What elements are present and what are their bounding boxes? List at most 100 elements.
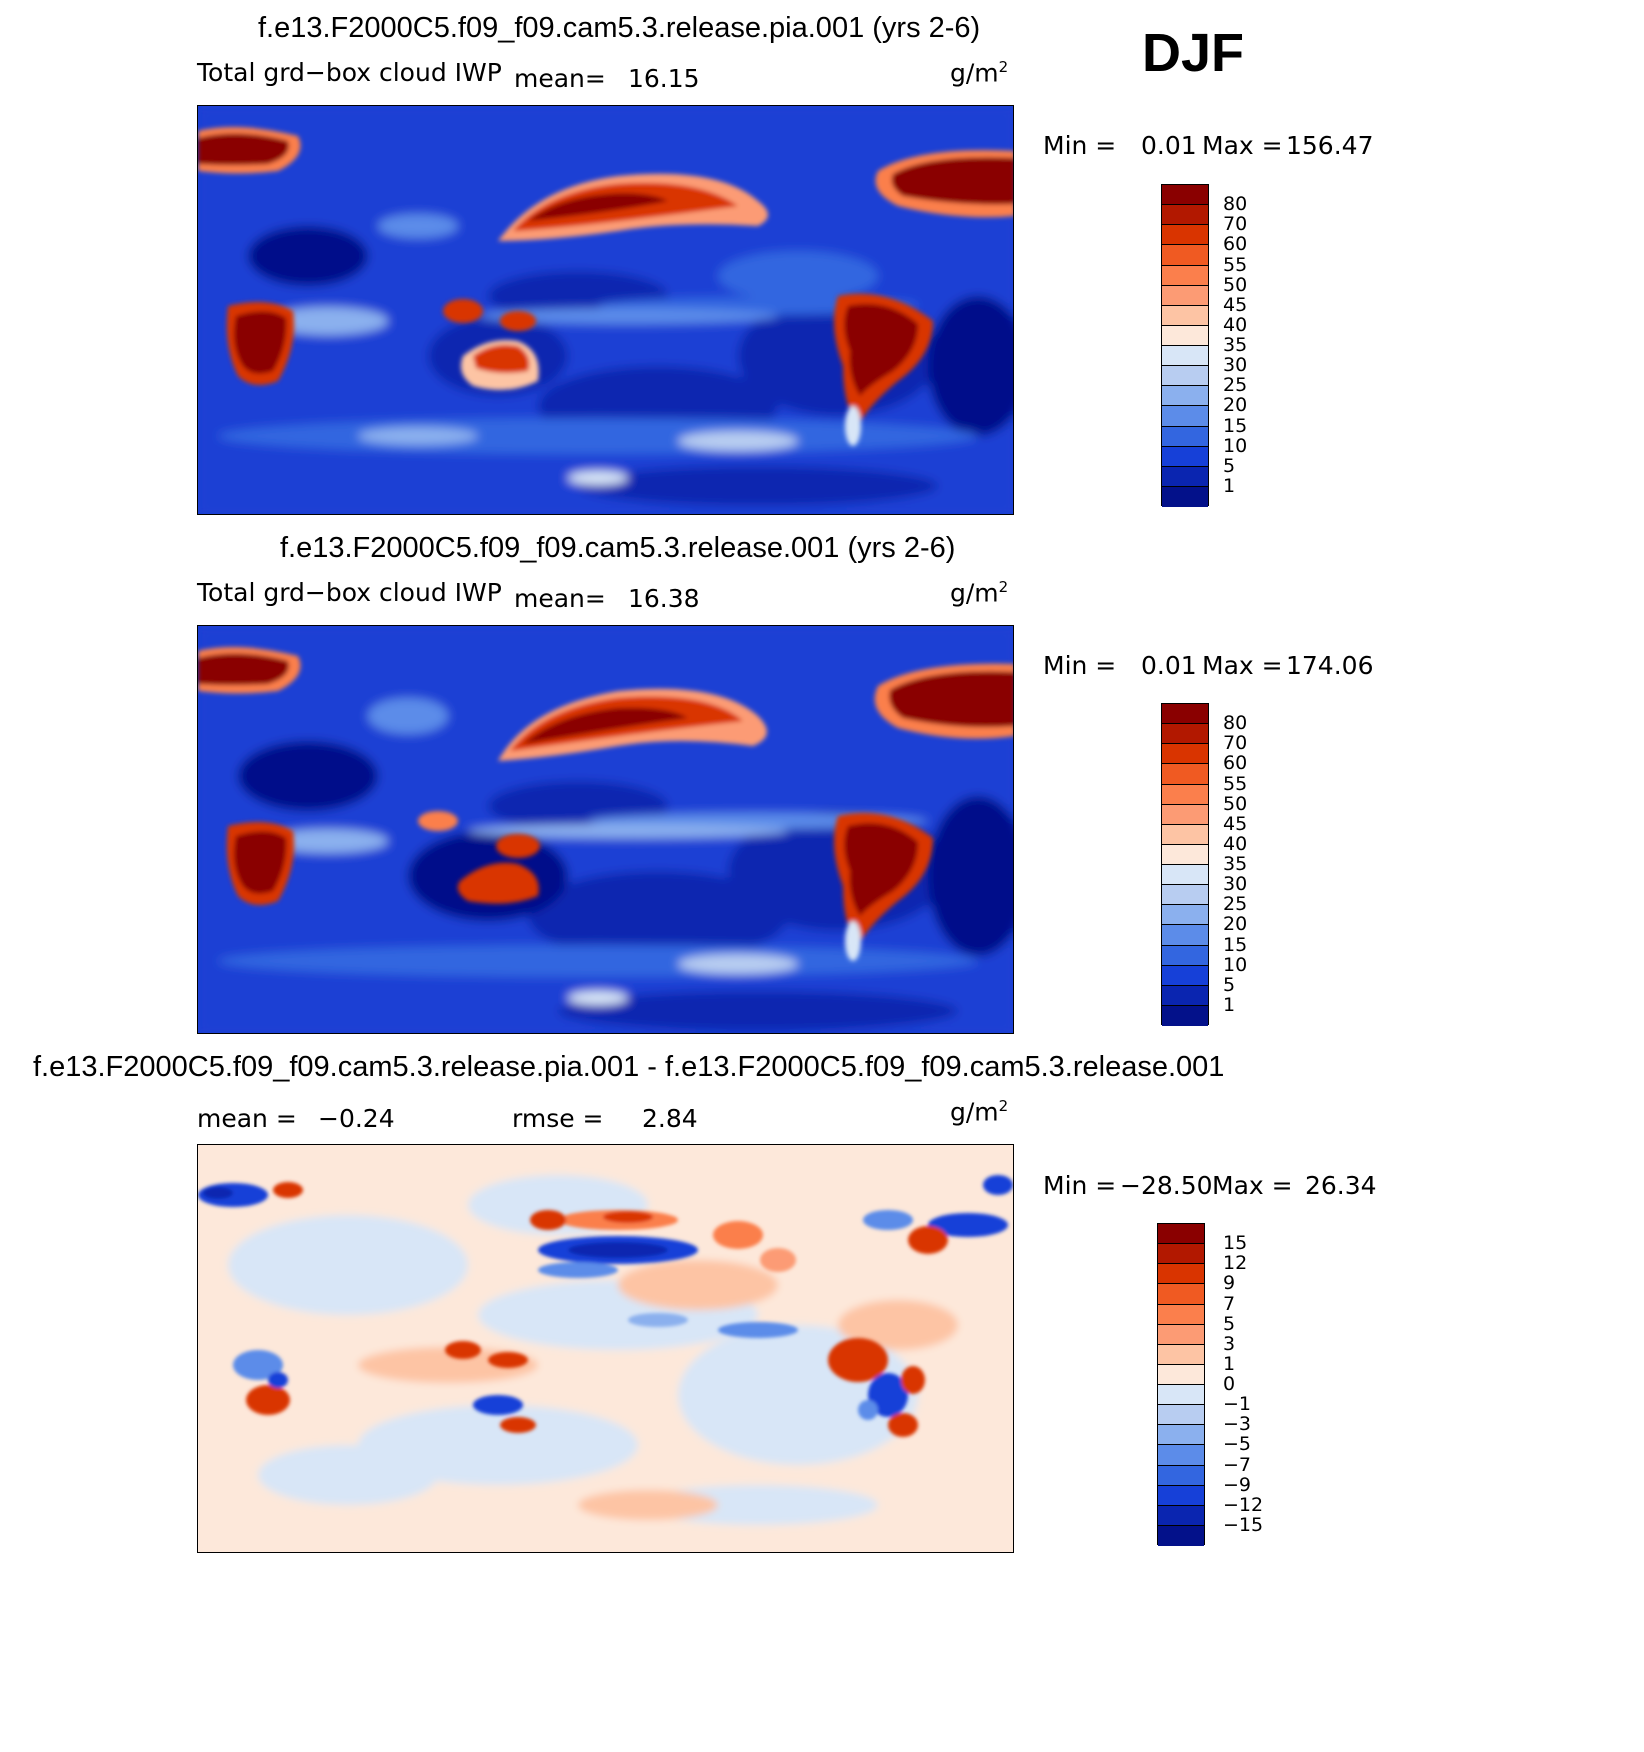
panel-2-max-label: Max =	[1202, 651, 1283, 680]
colorbar-swatch	[1162, 945, 1208, 966]
colorbar-tick-label: 5	[1223, 973, 1236, 996]
panel-2-mean-label: mean=	[514, 584, 606, 613]
panel-2-min-value: 0.01	[1141, 651, 1197, 680]
colorbar-swatch	[1158, 1264, 1204, 1285]
colorbar-tick-label: 1	[1223, 1352, 1236, 1375]
panel-2-title: f.e13.F2000C5.f09_f09.cam5.3.release.001…	[280, 532, 956, 564]
panel-1-map	[197, 105, 1014, 515]
panel-1-min-value: 0.01	[1141, 131, 1197, 160]
colorbar-swatch	[1162, 346, 1208, 367]
panel-3-min-value: −28.50	[1120, 1171, 1213, 1200]
colorbar-tick-label: 0	[1223, 1373, 1236, 1395]
colorbar-swatch	[1162, 985, 1208, 1006]
panel-3-max-value: 26.34	[1305, 1171, 1377, 1200]
colorbar-tick-label: 45	[1223, 812, 1248, 835]
colorbar-swatch	[1158, 1525, 1204, 1546]
panel-2-colorbar-cells	[1161, 703, 1209, 1026]
colorbar-swatch	[1162, 205, 1208, 226]
colorbar-swatch	[1162, 285, 1208, 306]
colorbar-tick-label: 55	[1223, 253, 1248, 276]
colorbar-tick-label: 70	[1223, 213, 1248, 236]
colorbar-swatch	[1162, 764, 1208, 785]
colorbar-swatch	[1158, 1284, 1204, 1305]
colorbar-swatch	[1162, 486, 1208, 507]
colorbar-swatch	[1162, 844, 1208, 865]
colorbar-tick-label: −5	[1223, 1433, 1252, 1456]
panel-3-mean-value: −0.24	[318, 1104, 395, 1133]
panel-2-map	[197, 625, 1014, 1034]
panel-3-max-label: Max =	[1212, 1171, 1293, 1200]
panel-1-variable: Total grd−box cloud IWP	[197, 58, 502, 87]
colorbar-tick-label: 10	[1223, 953, 1248, 976]
colorbar-tick-label: 9	[1223, 1272, 1236, 1295]
colorbar-tick-label: 35	[1223, 853, 1248, 875]
colorbar-swatch	[1162, 1005, 1208, 1026]
panel-1-min-label: Min =	[1043, 131, 1117, 160]
colorbar-swatch	[1162, 885, 1208, 906]
colorbar-tick-label: 30	[1223, 873, 1248, 896]
colorbar-swatch	[1162, 386, 1208, 407]
colorbar-swatch	[1158, 1364, 1204, 1385]
colorbar-swatch	[1162, 744, 1208, 765]
colorbar-tick-label: 25	[1223, 374, 1248, 397]
panel-1-units: g/m2	[950, 58, 1009, 88]
colorbar-tick-label: 15	[1223, 1232, 1248, 1255]
colorbar-tick-label: 10	[1223, 434, 1248, 457]
colorbar-swatch	[1158, 1465, 1204, 1486]
colorbar-tick-label: 1	[1223, 474, 1236, 497]
colorbar-swatch	[1162, 466, 1208, 487]
colorbar-swatch	[1162, 185, 1208, 206]
panel-3-map	[197, 1144, 1014, 1553]
colorbar-swatch	[1158, 1445, 1204, 1466]
colorbar-tick-label: 60	[1223, 752, 1248, 775]
panel-2-mean-value: 16.38	[628, 584, 700, 613]
colorbar-tick-label: 1	[1223, 993, 1236, 1016]
colorbar-tick-label: 50	[1223, 273, 1248, 296]
colorbar-tick-label: 60	[1223, 233, 1248, 256]
panel-1-max-label: Max =	[1202, 131, 1283, 160]
colorbar-tick-label: 40	[1223, 313, 1248, 336]
colorbar-tick-label: 80	[1223, 712, 1248, 735]
panel-2-min-label: Min =	[1043, 651, 1117, 680]
colorbar-swatch	[1162, 325, 1208, 346]
colorbar-tick-label: −3	[1223, 1413, 1252, 1436]
colorbar-tick-label: −12	[1223, 1493, 1264, 1516]
colorbar-swatch	[1162, 245, 1208, 266]
panel-1-mean-label: mean=	[514, 64, 606, 93]
colorbar-swatch	[1158, 1344, 1204, 1365]
panel-3-rmse-value: 2.84	[642, 1104, 698, 1133]
colorbar-swatch	[1158, 1405, 1204, 1426]
colorbar-tick-label: 7	[1223, 1292, 1236, 1315]
colorbar-swatch	[1162, 305, 1208, 326]
colorbar-tick-label: 80	[1223, 193, 1248, 216]
colorbar-tick-label: 55	[1223, 772, 1248, 795]
colorbar-tick-label: 12	[1223, 1252, 1248, 1275]
panel-3-min-label: Min =	[1043, 1171, 1117, 1200]
colorbar-tick-label: 5	[1223, 454, 1236, 477]
panel-3-title: f.e13.F2000C5.f09_f09.cam5.3.release.pia…	[33, 1051, 1225, 1083]
panel-3-mean-label: mean =	[197, 1104, 297, 1133]
colorbar-tick-label: −15	[1223, 1513, 1264, 1536]
colorbar-swatch	[1162, 865, 1208, 886]
colorbar-tick-label: 15	[1223, 414, 1248, 437]
colorbar-swatch	[1158, 1425, 1204, 1446]
colorbar-swatch	[1162, 426, 1208, 447]
colorbar-swatch	[1162, 925, 1208, 946]
panel-3-rmse-label: rmse =	[512, 1104, 604, 1133]
panel-2-units: g/m2	[950, 578, 1009, 608]
panel-2-variable: Total grd−box cloud IWP	[197, 578, 502, 607]
colorbar-tick-label: 70	[1223, 732, 1248, 755]
colorbar-swatch	[1162, 804, 1208, 825]
panel-3-units: g/m2	[950, 1097, 1009, 1127]
colorbar-swatch	[1162, 905, 1208, 926]
colorbar-swatch	[1162, 965, 1208, 986]
panel-1-colorbar-cells	[1161, 184, 1209, 507]
colorbar-tick-label: 20	[1223, 913, 1248, 936]
colorbar-tick-label: 40	[1223, 832, 1248, 855]
panel-2-max-value: 174.06	[1286, 651, 1374, 680]
colorbar-swatch	[1162, 704, 1208, 725]
colorbar-tick-label: 45	[1223, 293, 1248, 316]
colorbar-swatch	[1162, 366, 1208, 387]
colorbar-tick-label: −9	[1223, 1473, 1252, 1496]
colorbar-tick-label: −1	[1223, 1393, 1252, 1416]
